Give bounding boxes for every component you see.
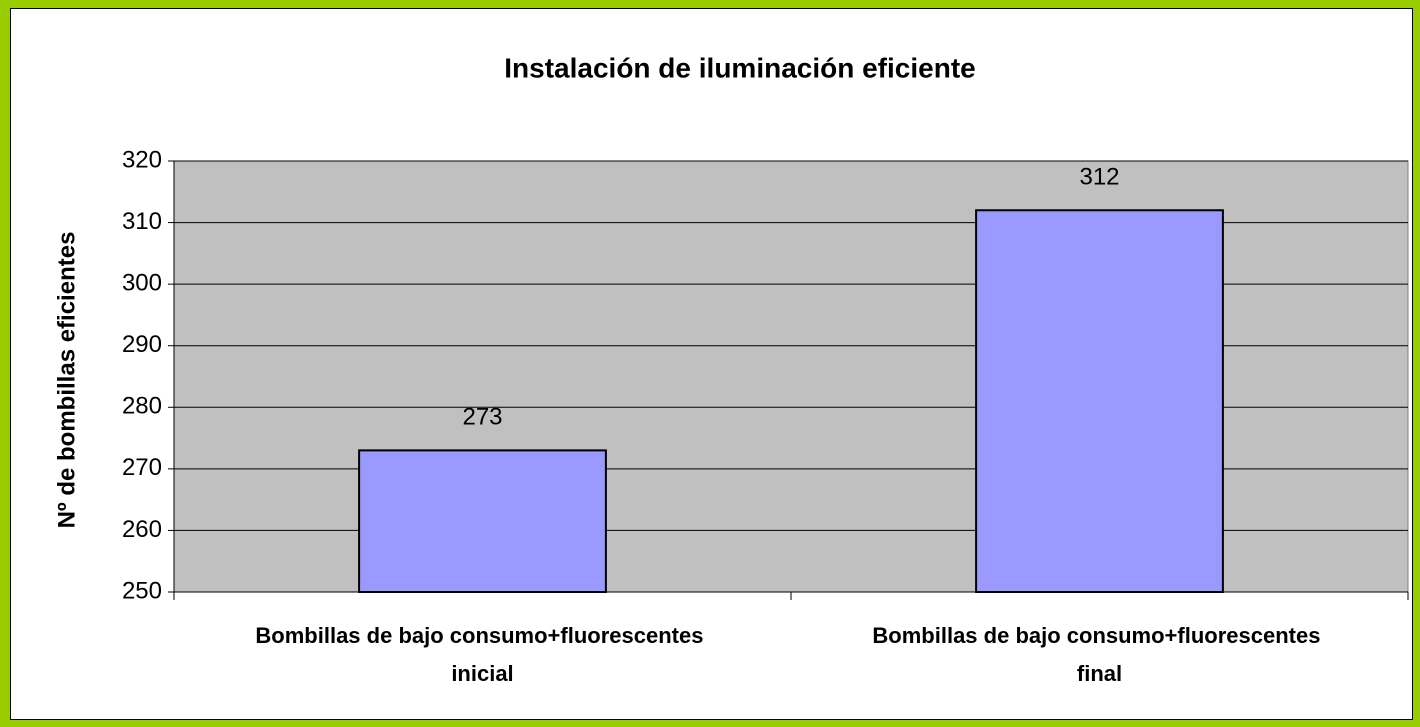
- x-tick-label: Bombillas de bajo consumo+fluorescentes …: [255, 623, 709, 686]
- bar: [358, 449, 607, 593]
- y-tick-label: 250: [122, 577, 162, 604]
- y-tick-label: 280: [122, 393, 162, 420]
- y-axis-label: Nº de bombillas eficientes: [53, 232, 80, 529]
- y-tick-label: 310: [122, 208, 162, 235]
- y-tick-label: 260: [122, 516, 162, 543]
- value-label: 312: [1079, 164, 1119, 191]
- value-label: 273: [462, 404, 502, 431]
- y-tick-label: 270: [122, 454, 162, 481]
- y-tick-label: 290: [122, 331, 162, 358]
- chart-title: Instalación de iluminación eficiente: [504, 52, 975, 83]
- y-tick-label: 300: [122, 269, 162, 296]
- bar: [975, 209, 1224, 593]
- y-tick-label: 320: [122, 146, 162, 173]
- x-tick-label: Bombillas de bajo consumo+fluorescentes …: [872, 623, 1326, 686]
